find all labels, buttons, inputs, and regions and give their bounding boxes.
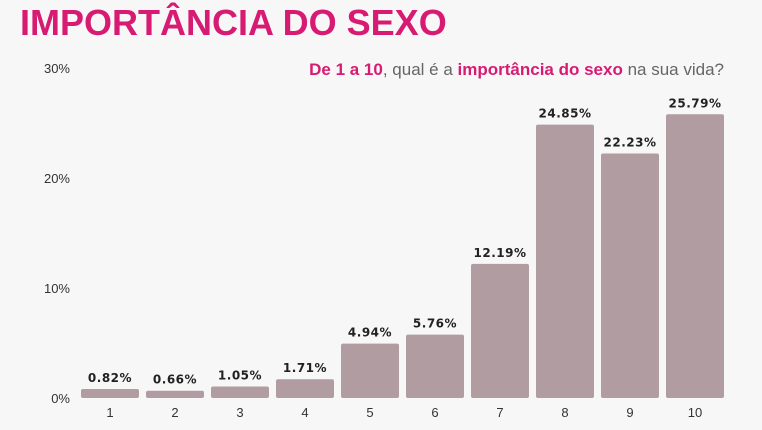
data-label: 4.94%	[348, 326, 392, 340]
bar	[341, 343, 399, 398]
data-label: 0.66%	[153, 373, 197, 387]
x-tick-label: 1	[106, 405, 113, 420]
bar	[276, 379, 334, 398]
bar	[146, 390, 204, 398]
bar	[211, 386, 269, 398]
data-label: 22.23%	[604, 135, 657, 149]
x-tick-label: 6	[431, 405, 438, 420]
y-tick-label: 20%	[44, 171, 70, 186]
bar	[666, 114, 724, 398]
x-tick-label: 9	[626, 405, 633, 420]
data-label: 25.79%	[669, 96, 722, 110]
x-tick-label: 5	[366, 405, 373, 420]
chart-subtitle: De 1 a 10, qual é a importância do sexo …	[309, 60, 724, 80]
bar	[601, 153, 659, 398]
x-tick-label: 8	[561, 405, 568, 420]
y-tick-label: 30%	[44, 61, 70, 76]
bar	[406, 334, 464, 398]
bar	[81, 388, 139, 398]
x-tick-label: 10	[688, 405, 702, 420]
x-tick-label: 2	[171, 405, 178, 420]
bar	[536, 124, 594, 399]
subtitle-highlight-scale: De 1 a 10	[309, 60, 383, 79]
y-tick-label: 0%	[51, 391, 70, 406]
x-tick-label: 4	[301, 405, 308, 420]
chart-title: IMPORTÂNCIA DO SEXO	[20, 2, 447, 43]
data-label: 12.19%	[474, 246, 527, 260]
data-label: 1.71%	[283, 361, 327, 375]
subtitle-highlight-topic: importância do sexo	[457, 60, 623, 79]
data-label: 5.76%	[413, 317, 457, 331]
data-label: 1.05%	[218, 368, 262, 382]
data-label: 0.82%	[88, 371, 132, 385]
x-tick-label: 7	[496, 405, 503, 420]
data-label: 24.85%	[539, 107, 592, 121]
subtitle-text-2: na sua vida?	[622, 60, 724, 79]
bar	[471, 263, 529, 398]
y-tick-label: 10%	[44, 281, 70, 296]
subtitle-text-1: , qual é a	[382, 60, 458, 79]
x-tick-label: 3	[236, 405, 243, 420]
